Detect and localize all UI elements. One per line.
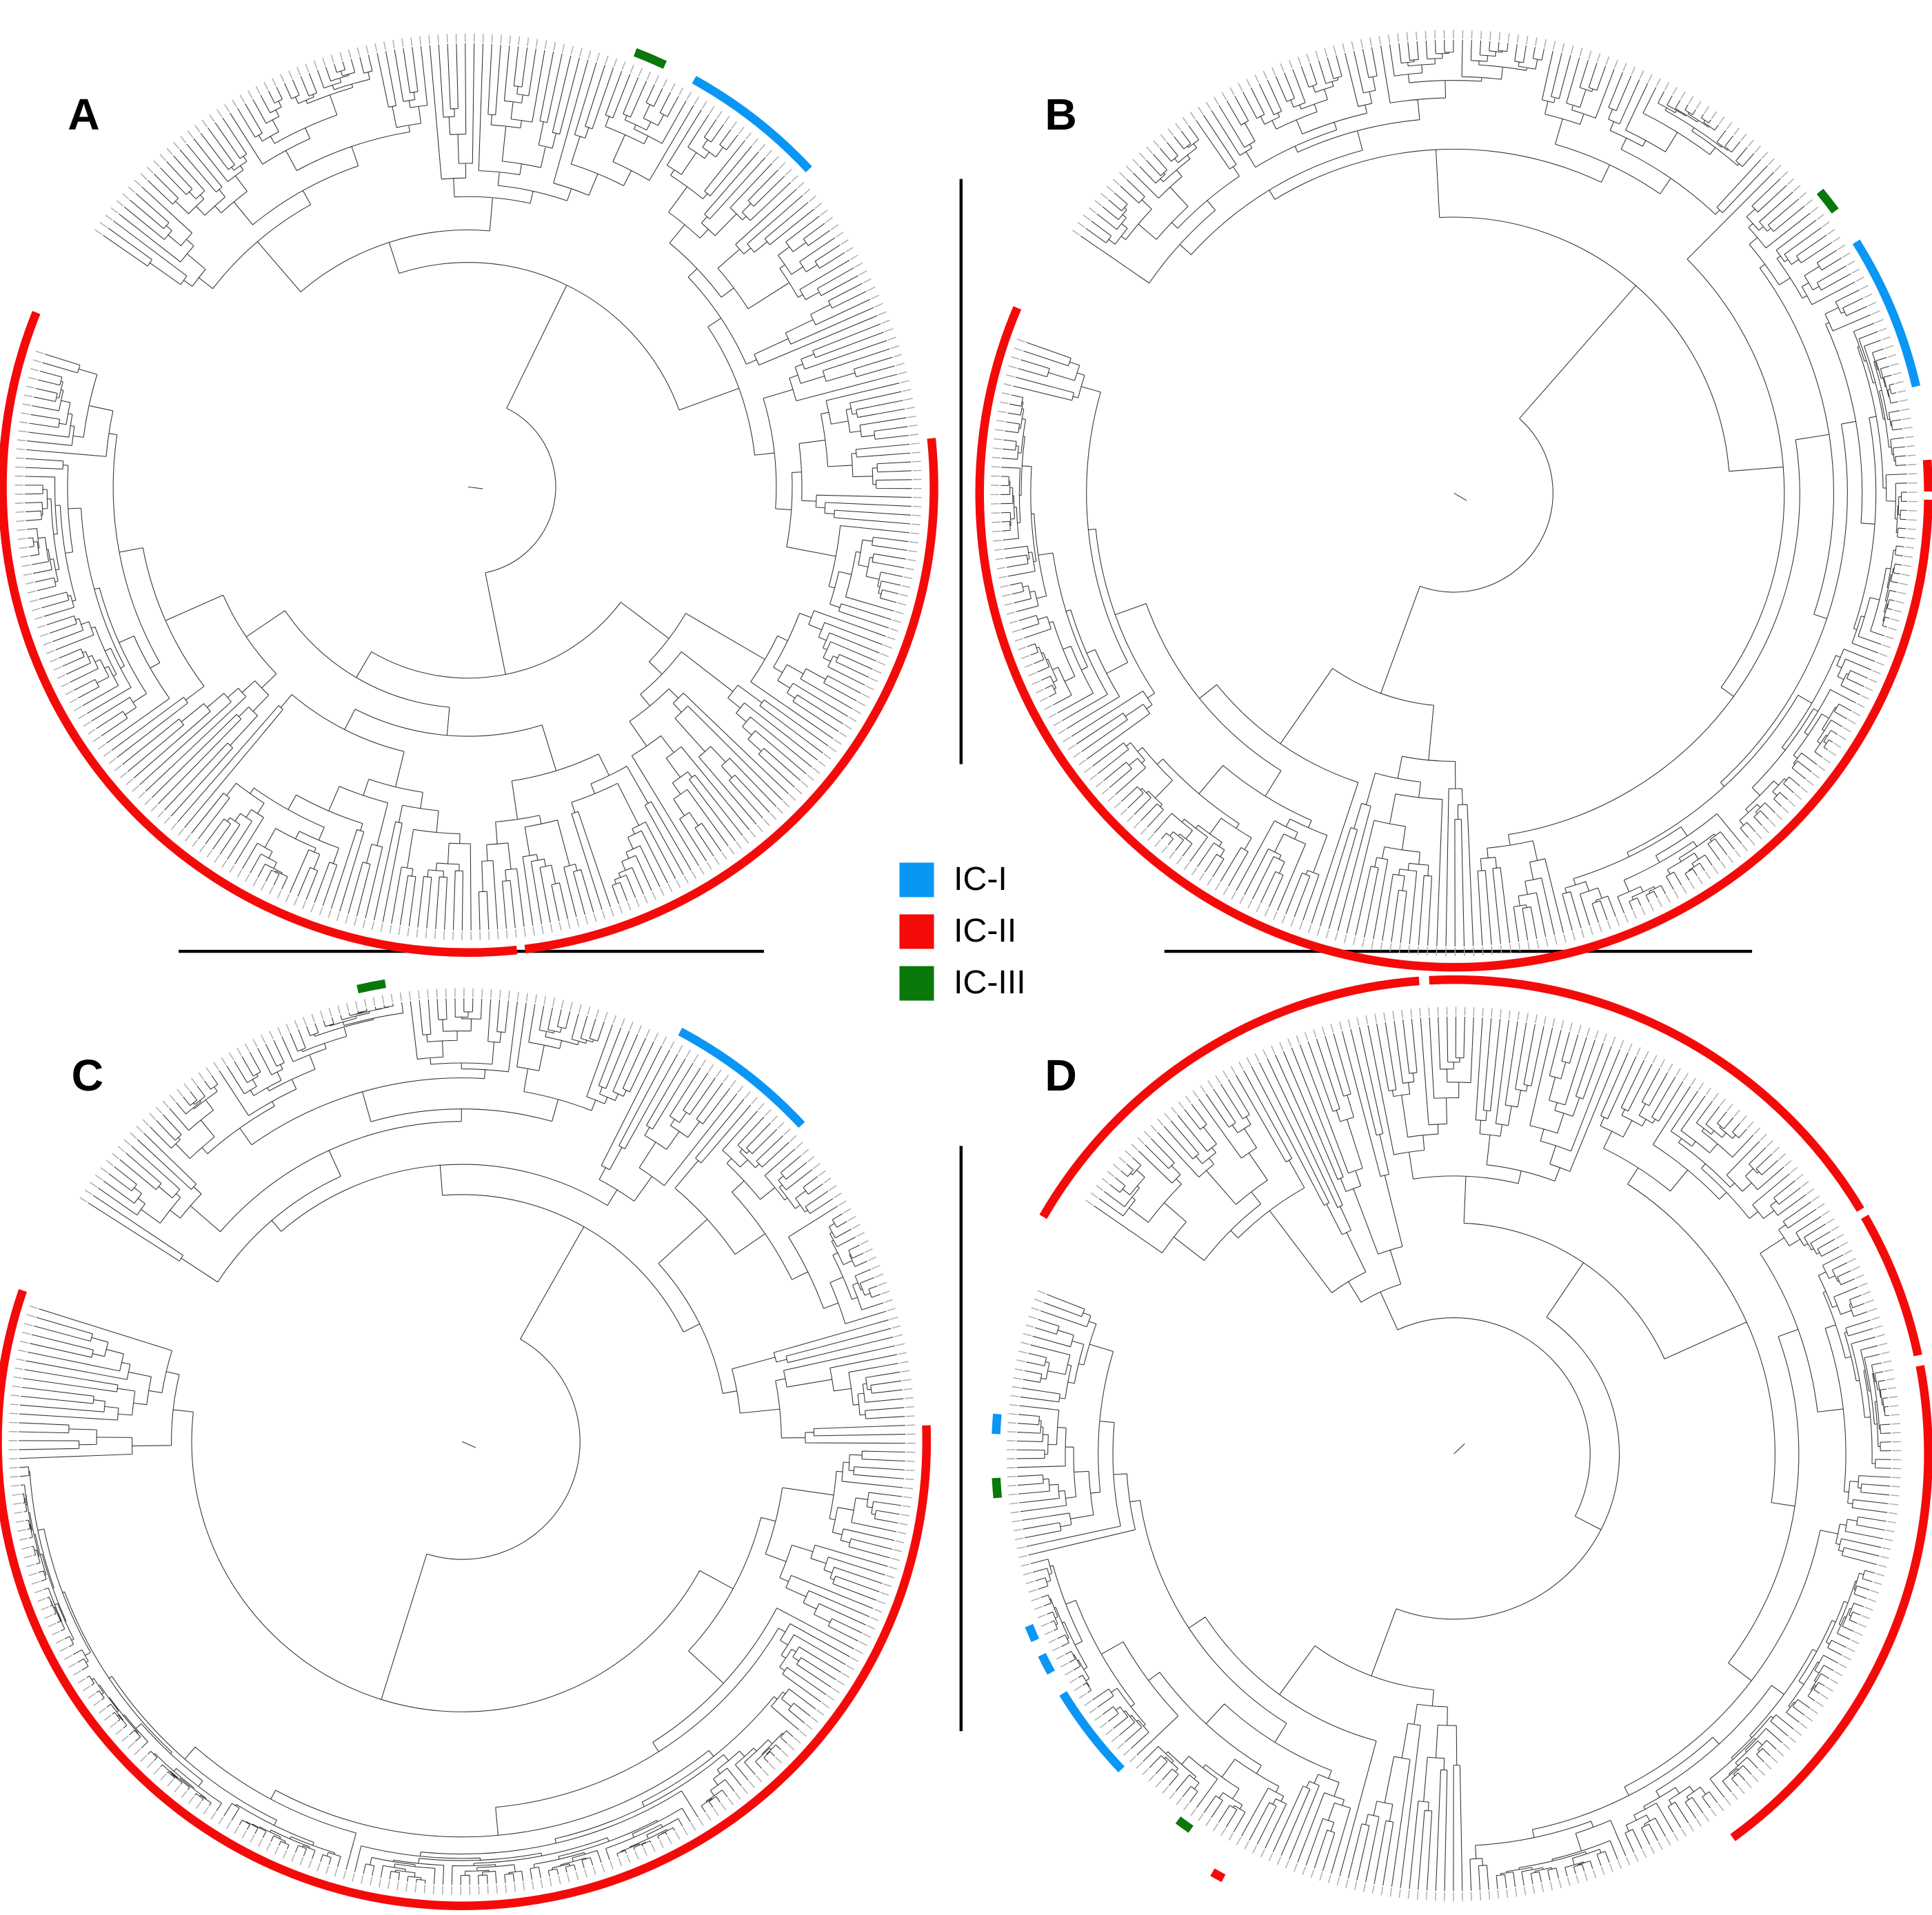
tip-labels bbox=[990, 30, 1918, 957]
tree-panel: A bbox=[0, 33, 938, 958]
trees: A B C D bbox=[0, 30, 1932, 1910]
tree-branches bbox=[1000, 39, 1908, 946]
tip-labels bbox=[1006, 1006, 1902, 1901]
legend-swatch bbox=[899, 914, 934, 949]
tree-branches bbox=[18, 997, 906, 1885]
legend-label: IC-II bbox=[954, 912, 1016, 949]
cluster-arc bbox=[633, 48, 667, 69]
cluster-arc bbox=[356, 979, 387, 994]
legend-label: IC-III bbox=[954, 964, 1026, 1001]
legend: IC-I IC-II IC-III bbox=[899, 860, 1026, 1001]
cluster-arc bbox=[1059, 1691, 1125, 1773]
cluster-arc bbox=[692, 76, 812, 172]
cluster-arc bbox=[1429, 975, 1864, 1213]
cluster-arc bbox=[992, 1477, 1003, 1499]
panel-label: D bbox=[1045, 1051, 1076, 1100]
cluster-arc bbox=[1861, 1215, 1922, 1357]
tip-labels bbox=[14, 33, 922, 940]
cluster-arc bbox=[0, 1289, 932, 1910]
tree-panel: B bbox=[975, 30, 1932, 972]
cluster-arc bbox=[1025, 1623, 1040, 1643]
cluster-arc bbox=[1039, 976, 1420, 1219]
cluster-arc bbox=[1852, 239, 1921, 387]
cluster-arc bbox=[524, 438, 938, 954]
cluster-arc bbox=[1816, 188, 1839, 214]
panel-label: A bbox=[68, 90, 99, 139]
legend-swatch bbox=[899, 862, 934, 898]
tree-panel: C bbox=[0, 979, 932, 1910]
cluster-arc bbox=[992, 1413, 1002, 1435]
legend-swatch bbox=[899, 966, 934, 1001]
cluster-arc bbox=[0, 310, 518, 958]
cluster-arc bbox=[1038, 1652, 1055, 1675]
cluster-arc bbox=[975, 306, 1932, 972]
cluster-arc bbox=[1210, 1868, 1226, 1883]
tree-branches bbox=[24, 43, 912, 931]
tree-panel: D bbox=[992, 975, 1932, 1901]
cluster-arc bbox=[1175, 1816, 1194, 1833]
legend-label: IC-I bbox=[954, 860, 1007, 898]
tip-labels bbox=[8, 988, 916, 1895]
cluster-arc bbox=[678, 1027, 805, 1128]
tree-branches bbox=[1016, 1016, 1892, 1892]
cluster-arc bbox=[1922, 459, 1932, 492]
panel-label: B bbox=[1045, 90, 1076, 139]
panel-label: C bbox=[72, 1051, 103, 1100]
cluster-arc bbox=[1730, 1365, 1932, 1841]
